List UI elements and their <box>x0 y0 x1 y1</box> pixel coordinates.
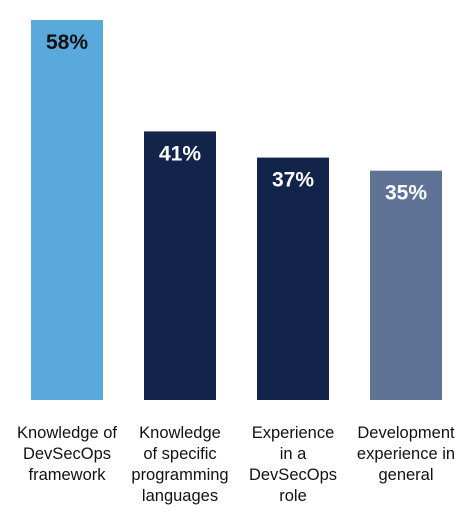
bar-value-label-1: 58% <box>46 31 88 54</box>
category-label-line: experience in <box>357 445 455 463</box>
category-label-3: Experience in a DevSecOps role <box>249 424 337 505</box>
category-label-line: Experience <box>252 424 335 442</box>
category-label-line: Knowledge <box>139 424 221 442</box>
category-label-line: DevSecOps <box>249 466 337 484</box>
category-label-line: of specific <box>143 445 216 463</box>
bar-value-label-3: 37% <box>272 169 314 192</box>
category-label-line: DevSecOps <box>23 445 111 463</box>
category-label-line: role <box>279 487 307 505</box>
bar-2 <box>144 131 216 400</box>
bar-3 <box>257 157 329 400</box>
category-label-line: framework <box>28 466 106 484</box>
category-labels-layer: Knowledge of DevSecOps framework Knowledge o… <box>17 424 455 505</box>
category-label-line: in a <box>280 445 307 463</box>
bar-4 <box>370 170 442 400</box>
bar-value-label-4: 35% <box>385 182 427 205</box>
value-labels-layer: 58% 41% 37% 35% <box>46 31 427 205</box>
bars-layer <box>31 20 442 400</box>
category-label-line: Development <box>357 424 455 442</box>
category-label-4: Development experience in general <box>357 424 455 484</box>
category-label-line: Knowledge of <box>17 424 117 442</box>
category-label-2: Knowledge of specific programming languages <box>131 424 228 505</box>
category-label-1: Knowledge of DevSecOps framework <box>17 424 117 484</box>
bar-1 <box>31 20 103 400</box>
bar-value-label-2: 41% <box>159 142 201 165</box>
category-label-line: languages <box>142 487 218 505</box>
category-label-line: programming <box>131 466 228 484</box>
category-label-line: general <box>378 466 433 484</box>
